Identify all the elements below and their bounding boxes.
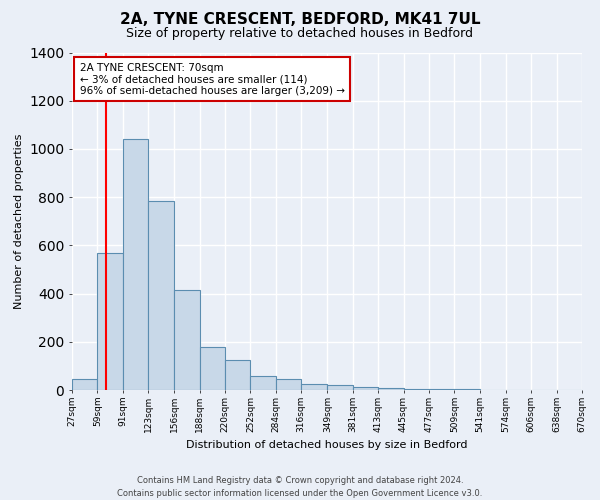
Text: 2A, TYNE CRESCENT, BEDFORD, MK41 7UL: 2A, TYNE CRESCENT, BEDFORD, MK41 7UL [120,12,480,28]
Text: 2A TYNE CRESCENT: 70sqm
← 3% of detached houses are smaller (114)
96% of semi-de: 2A TYNE CRESCENT: 70sqm ← 3% of detached… [80,62,344,96]
Y-axis label: Number of detached properties: Number of detached properties [14,134,23,309]
Bar [378,388,404,390]
Bar [276,378,301,390]
Bar [301,384,328,390]
Bar [250,376,276,390]
Bar [123,140,148,390]
Bar [353,387,378,390]
Bar [328,385,353,390]
Bar [225,360,250,390]
Bar [97,252,123,390]
Bar [200,346,225,390]
Text: Contains HM Land Registry data © Crown copyright and database right 2024.
Contai: Contains HM Land Registry data © Crown c… [118,476,482,498]
Bar [429,389,454,390]
Text: Size of property relative to detached houses in Bedford: Size of property relative to detached ho… [127,28,473,40]
Bar [404,389,429,390]
X-axis label: Distribution of detached houses by size in Bedford: Distribution of detached houses by size … [186,440,468,450]
Bar [72,378,97,390]
Bar [148,201,175,390]
Bar [175,290,200,390]
